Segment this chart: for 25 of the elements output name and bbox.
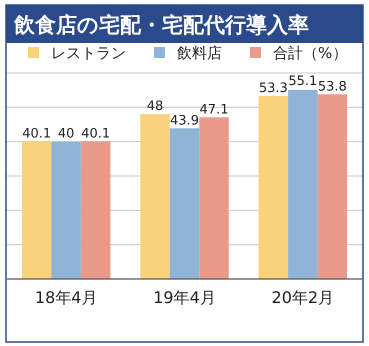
data-label: 40.1 bbox=[81, 126, 110, 142]
bar bbox=[258, 96, 288, 279]
bar bbox=[288, 90, 318, 279]
data-label: 48 bbox=[146, 99, 164, 114]
bar bbox=[80, 141, 110, 279]
data-label: 53.3 bbox=[258, 81, 288, 96]
data-label: 55.1 bbox=[288, 74, 318, 89]
bar bbox=[51, 142, 81, 279]
legend-label: 合計（%） bbox=[273, 44, 348, 62]
bar bbox=[140, 114, 170, 279]
bar bbox=[170, 128, 200, 279]
legend-label: 飲料店 bbox=[177, 44, 222, 62]
chart-title: 飲食店の宅配・宅配代行導入率 bbox=[13, 13, 309, 37]
data-label: 43.9 bbox=[170, 113, 199, 128]
legend-label: レストラン bbox=[51, 44, 126, 62]
bar bbox=[199, 117, 229, 279]
bar bbox=[22, 141, 52, 279]
data-label: 40.1 bbox=[22, 126, 52, 142]
x-tick-label: 20年2月 bbox=[272, 288, 334, 307]
bar bbox=[318, 94, 348, 279]
data-label: 40 bbox=[58, 126, 74, 142]
x-tick-label: 19年4月 bbox=[153, 288, 216, 307]
x-tick-label: 18年4月 bbox=[34, 288, 98, 307]
data-label: 53.8 bbox=[318, 79, 347, 94]
data-label: 47.1 bbox=[200, 102, 228, 118]
